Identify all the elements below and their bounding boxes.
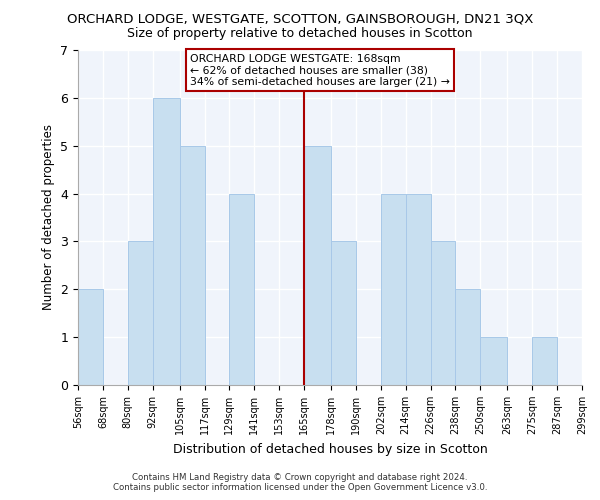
Bar (532, 337, 557, 385)
X-axis label: Distribution of detached houses by size in Scotton: Distribution of detached houses by size … (173, 442, 487, 456)
Bar (431, 242, 455, 385)
Bar (455, 290, 481, 385)
Bar (406, 194, 431, 385)
Bar (304, 146, 331, 385)
Bar (331, 242, 356, 385)
Bar (481, 337, 508, 385)
Text: ORCHARD LODGE WESTGATE: 168sqm
← 62% of detached houses are smaller (38)
34% of : ORCHARD LODGE WESTGATE: 168sqm ← 62% of … (190, 54, 450, 87)
Bar (229, 194, 254, 385)
Y-axis label: Number of detached properties: Number of detached properties (42, 124, 55, 310)
Text: ORCHARD LODGE, WESTGATE, SCOTTON, GAINSBOROUGH, DN21 3QX: ORCHARD LODGE, WESTGATE, SCOTTON, GAINSB… (67, 12, 533, 26)
Bar (78, 290, 103, 385)
Bar (128, 242, 152, 385)
Bar (179, 146, 205, 385)
Bar (152, 98, 179, 385)
Text: Size of property relative to detached houses in Scotton: Size of property relative to detached ho… (127, 28, 473, 40)
Bar (381, 194, 406, 385)
Text: Contains HM Land Registry data © Crown copyright and database right 2024.
Contai: Contains HM Land Registry data © Crown c… (113, 473, 487, 492)
